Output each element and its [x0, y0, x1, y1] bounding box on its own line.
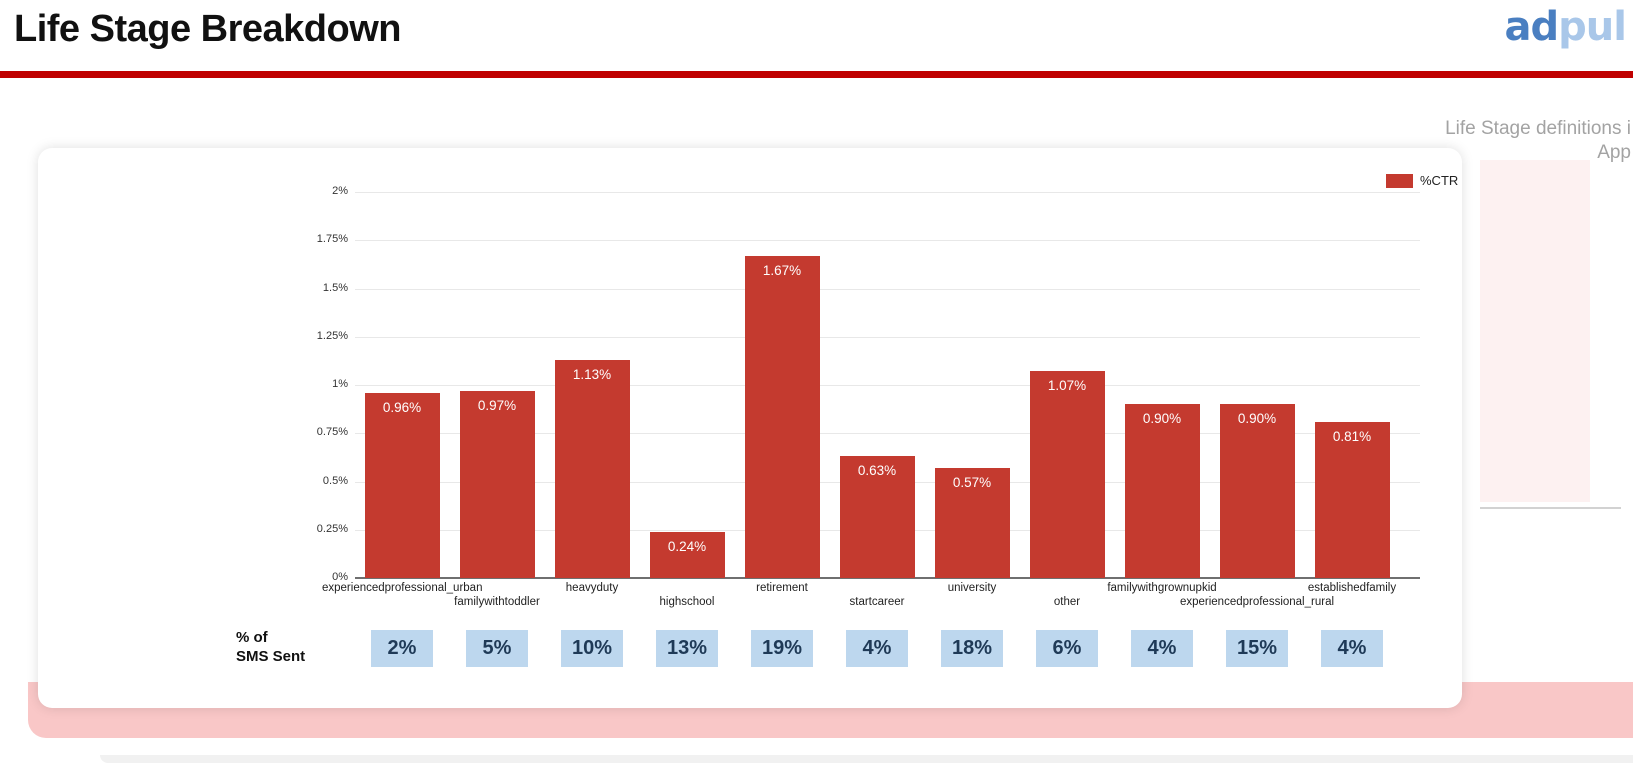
- bar-value-label: 0.63%: [857, 463, 897, 479]
- sms-sent-value-startcareer: 4%: [846, 630, 908, 667]
- gridline: [355, 336, 1420, 338]
- bar-value-label: 1.67%: [762, 262, 802, 278]
- bar-value-label: 1.07%: [1047, 378, 1087, 394]
- logo-part-ad: ad: [1504, 4, 1560, 50]
- page-title: Life Stage Breakdown: [14, 8, 401, 50]
- bar-familywithtoddler: [459, 390, 535, 578]
- gridline: [355, 288, 1420, 290]
- y-axis-tick-label: 1.25%: [316, 329, 348, 342]
- sms-sent-row-label-line2: SMS Sent: [236, 648, 306, 665]
- bar-value-label: 1.13%: [572, 366, 612, 382]
- bar-highschool: [649, 531, 725, 578]
- gridline: [355, 385, 1420, 386]
- sms-sent-value-retirement: 19%: [751, 630, 813, 667]
- x-axis-line: [355, 577, 1420, 579]
- gridline: [355, 192, 1420, 193]
- y-axis-tick-label: 2%: [332, 185, 348, 197]
- bar-value-label: 0.96%: [382, 399, 422, 415]
- gridline: [355, 240, 1420, 242]
- sms-sent-value-establishedfamily: 4%: [1321, 630, 1383, 667]
- sms-sent-value-experiencedprofessional_urban: 2%: [371, 630, 433, 667]
- bar-value-label: 0.81%: [1332, 428, 1372, 444]
- sms-sent-value-familywithgrownupkid: 4%: [1131, 630, 1193, 667]
- divider-line-right: [1480, 507, 1621, 509]
- chart-card: %CTR 2% 1.75% 1.5% 1.25% 1% 0.75% 0.5% 0.25% 0% 0…: [38, 148, 1462, 708]
- x-axis-label-experiencedprofessional_rural: experiencedprofessional_rural: [1179, 596, 1335, 608]
- sms-sent-row-label: % of SMS Sent: [236, 628, 305, 666]
- chart-legend: %CTR: [1386, 173, 1458, 188]
- gridline: [355, 433, 1420, 435]
- y-axis-tick-label: 0.25%: [316, 522, 348, 535]
- sms-sent-value-heavyduty: 10%: [561, 630, 623, 667]
- x-axis-label-experiencedprofessional_urban: experiencedprofessional_urban: [322, 582, 483, 594]
- slide-bottom-edge: [100, 755, 1633, 763]
- legend-label: %CTR: [1420, 173, 1459, 188]
- y-axis-tick-label: 0%: [332, 571, 348, 583]
- bar-value-label: 0.90%: [1237, 411, 1277, 427]
- bar-other: [1029, 371, 1105, 578]
- x-axis-label-familywithtoddler: familywithtoddler: [454, 596, 540, 608]
- x-axis-label-highschool: highschool: [659, 596, 715, 608]
- bar-value-label: 0.97%: [477, 397, 517, 413]
- x-axis-label-startcareer: startcareer: [849, 596, 905, 608]
- x-axis-label-university: university: [947, 582, 997, 594]
- x-axis-label-establishedfamily: establishedfamily: [1307, 582, 1397, 594]
- sms-sent-value-highschool: 13%: [656, 630, 718, 667]
- x-axis-label-familywithgrownupkid: familywithgrownupkid: [1107, 582, 1217, 594]
- adpulse-logo: adpul: [1504, 4, 1627, 50]
- bar-experiencedprofessional_rural: [1219, 404, 1295, 578]
- bar-university: [934, 467, 1010, 578]
- sms-sent-value-experiencedprofessional_rural: 15%: [1226, 630, 1288, 667]
- legend-swatch-icon: [1386, 173, 1413, 188]
- header-divider-rule: [0, 71, 1633, 78]
- pink-accent-rect: [1480, 160, 1590, 502]
- sms-sent-value-other: 6%: [1036, 630, 1098, 667]
- bar-value-label: 0.24%: [667, 538, 707, 554]
- sms-sent-row-label-line1: % of: [236, 629, 268, 646]
- bar-value-label: 0.57%: [952, 474, 992, 490]
- sms-sent-value-university: 18%: [941, 630, 1003, 667]
- bar-startcareer: [839, 456, 915, 578]
- y-axis-tick-label: 1.75%: [316, 233, 348, 246]
- bar-retirement: [744, 255, 820, 578]
- y-axis-tick-label: 0.75%: [316, 426, 348, 439]
- y-axis-tick-label: 1%: [332, 378, 348, 390]
- appendix-note-line2: App: [1597, 142, 1631, 163]
- x-axis-label-heavyduty: heavyduty: [565, 582, 619, 594]
- sms-sent-value-familywithtoddler: 5%: [466, 630, 528, 667]
- bar-value-label: 0.90%: [1142, 411, 1182, 427]
- bar-experiencedprofessional_urban: [364, 392, 440, 578]
- y-axis-tick-label: 0.5%: [322, 474, 348, 487]
- logo-part-pul: pul: [1558, 4, 1627, 50]
- x-axis-label-other: other: [1053, 596, 1081, 608]
- appendix-note: Life Stage definitions i App: [1445, 117, 1631, 165]
- bar-heavyduty: [554, 359, 630, 578]
- x-axis-label-retirement: retirement: [756, 582, 808, 594]
- appendix-note-line1: Life Stage definitions i: [1445, 118, 1631, 139]
- bar-establishedfamily: [1314, 421, 1390, 578]
- bar-familywithgrownupkid: [1124, 404, 1200, 578]
- y-axis-tick-label: 1.5%: [322, 281, 348, 294]
